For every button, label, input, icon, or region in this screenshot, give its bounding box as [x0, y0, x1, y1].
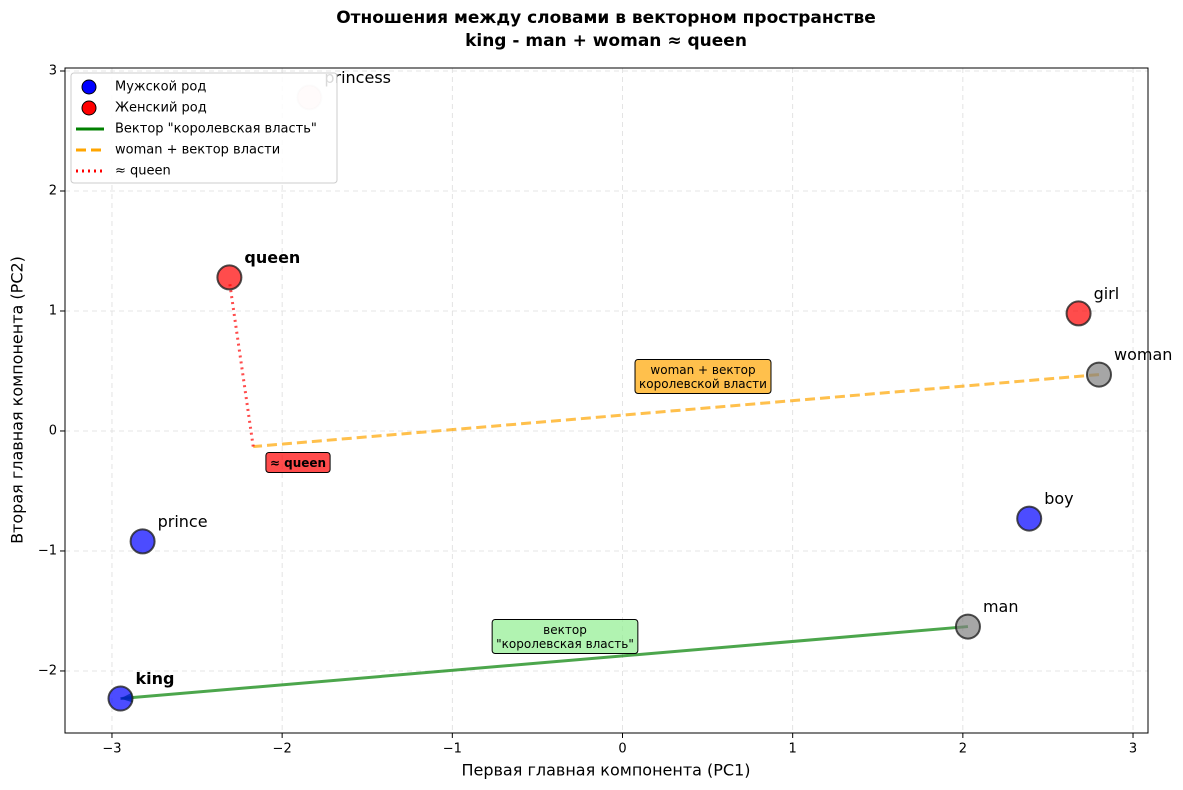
annotation-box [265, 452, 331, 473]
point-label: girl [1094, 284, 1120, 303]
y-tick-label: 0 [49, 423, 57, 438]
point-label: boy [1044, 489, 1073, 508]
x-tick-label: −1 [443, 742, 462, 757]
x-tick-label: 2 [959, 742, 967, 757]
legend-label: Женский род [115, 101, 207, 116]
legend-label: ≈ queen [115, 164, 171, 179]
legend-label: Вектор "королевская власть" [115, 122, 317, 137]
legend: Мужской род Женский род Вектор "королевска… [70, 72, 338, 184]
word-point [129, 528, 156, 555]
word-point [1016, 505, 1043, 532]
y-tick-label: 3 [49, 63, 57, 78]
word-point [216, 264, 243, 291]
point-label: man [983, 597, 1019, 616]
annotation: woman + вектор королевской власти [634, 359, 772, 394]
point-label: woman [1114, 345, 1172, 364]
annotation-text: woman + вектор королевской власти [639, 363, 767, 391]
x-tick-label: 1 [789, 742, 797, 757]
x-tick-label: −2 [273, 742, 292, 757]
annotation: ≈ queen [265, 452, 331, 473]
word-point [107, 685, 134, 712]
x-tick-label: 0 [618, 742, 626, 757]
word-point [1085, 361, 1112, 388]
annotation-text: вектор "королевская власть" [496, 623, 634, 651]
y-axis-label: Вторая главная компонента (PC2) [8, 256, 27, 544]
word-point [1065, 300, 1092, 327]
vector-line [253, 373, 1100, 449]
annotation-text: ≈ queen [270, 456, 326, 470]
legend-marker [81, 100, 97, 116]
plot-frame [64, 67, 1149, 734]
legend-label: Мужской род [115, 80, 206, 95]
y-tick-label: 2 [49, 183, 57, 198]
chart-title: Отношения между словами в векторном прос… [336, 8, 876, 28]
x-tick-label: 3 [1129, 742, 1137, 757]
point-label: king [135, 669, 174, 688]
legend-marker [81, 79, 97, 95]
chart-subtitle: king - man + woman ≈ queen [465, 31, 747, 51]
vector-line [227, 280, 255, 447]
point-label: queen [244, 248, 300, 267]
y-tick-label: 1 [49, 303, 57, 318]
y-tick-label: −1 [38, 543, 57, 558]
word-point [954, 613, 981, 640]
x-tick-label: −3 [102, 742, 121, 757]
vector-line [120, 625, 969, 701]
point-label: princess [324, 68, 391, 87]
x-axis-label: Первая главная компонента (PC1) [461, 761, 750, 780]
legend-box [70, 72, 338, 184]
annotation: вектор "королевская власть" [491, 619, 639, 654]
y-tick-label: −2 [38, 663, 57, 678]
point-label: prince [158, 512, 208, 531]
legend-label: woman + вектор власти [115, 143, 280, 158]
annotation-box [491, 619, 639, 654]
annotation-box [634, 359, 772, 394]
